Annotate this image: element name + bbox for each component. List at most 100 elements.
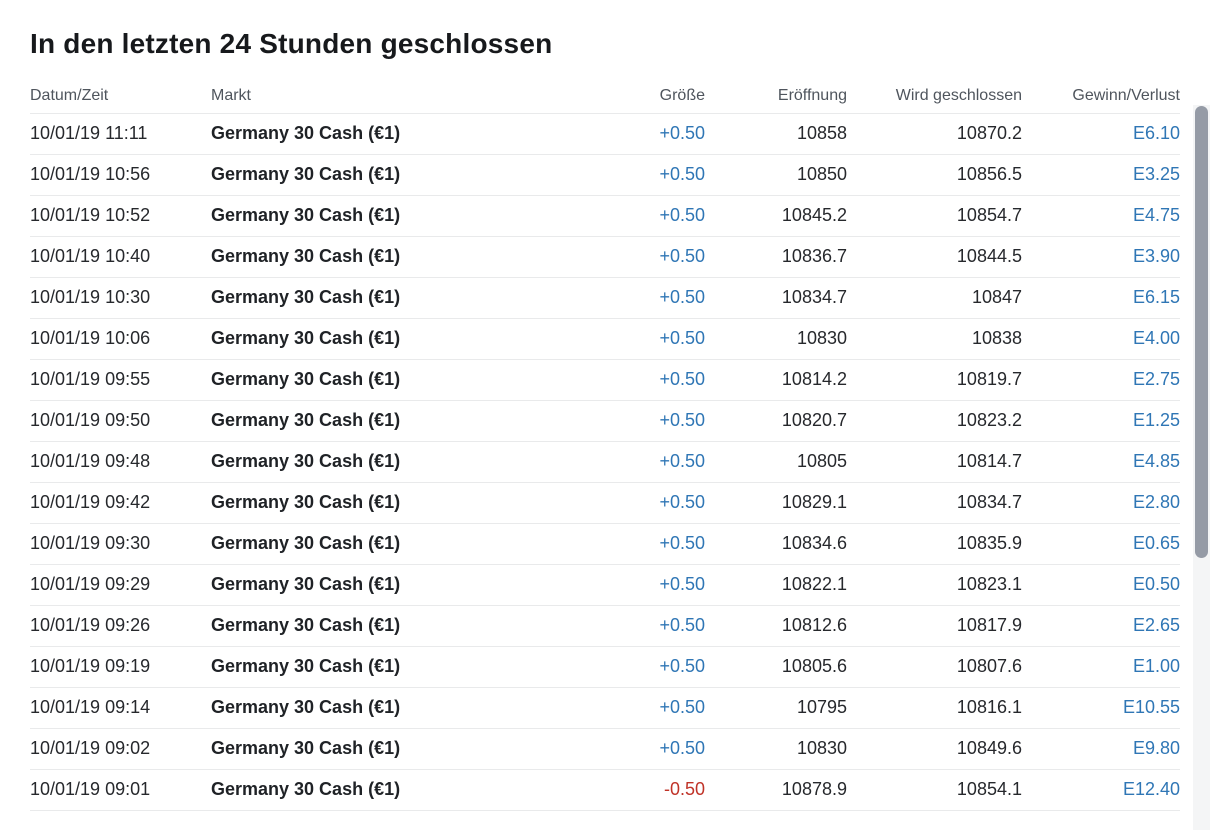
cell-profit-loss: E9.80 [1022,728,1180,770]
cell-profit-loss: E2.75 [1022,359,1180,401]
cell-open: 10850 [705,154,847,196]
cell-close: 10819.7 [847,359,1022,401]
cell-open: 10812.6 [705,605,847,647]
cell-open: 10834.7 [705,277,847,319]
col-header-open: Eröffnung [705,62,847,114]
cell-datetime: 10/01/19 10:56 [30,154,211,196]
table-row: 10/01/19 09:42 Germany 30 Cash (€1) +0.5… [30,482,1180,524]
cell-size: +0.50 [471,154,705,196]
cell-close: 10870.2 [847,113,1022,155]
cell-open: 10830 [705,318,847,360]
cell-profit-loss: E4.75 [1022,195,1180,237]
cell-datetime: 10/01/19 09:30 [30,523,211,565]
col-header-datetime: Datum/Zeit [30,62,211,114]
cell-datetime: 10/01/19 09:02 [30,728,211,770]
cell-datetime: 10/01/19 09:26 [30,605,211,647]
cell-open: 10805.6 [705,646,847,688]
cell-size: +0.50 [471,605,705,647]
cell-profit-loss: E10.55 [1022,687,1180,729]
cell-market: Germany 30 Cash (€1) [211,728,471,770]
cell-profit-loss: E1.00 [1022,646,1180,688]
cell-market: Germany 30 Cash (€1) [211,769,471,811]
cell-datetime: 10/01/19 09:01 [30,769,211,811]
cell-size: -0.50 [471,769,705,811]
cell-close: 10854.1 [847,769,1022,811]
cell-datetime: 10/01/19 10:40 [30,236,211,278]
cell-datetime: 10/01/19 09:50 [30,400,211,442]
cell-size: +0.50 [471,728,705,770]
cell-size: +0.50 [471,400,705,442]
cell-datetime: 10/01/19 09:29 [30,564,211,606]
cell-open: 10805 [705,441,847,483]
cell-datetime: 10/01/19 11:11 [30,113,211,155]
cell-close: 10844.5 [847,236,1022,278]
table-row: 10/01/19 09:48 Germany 30 Cash (€1) +0.5… [30,441,1180,483]
table-header-row: Datum/Zeit Markt Größe Eröffnung Wird ge… [30,62,1180,114]
table-row: 10/01/19 10:06 Germany 30 Cash (€1) +0.5… [30,318,1180,360]
cell-datetime: 10/01/19 09:48 [30,441,211,483]
cell-close: 10854.7 [847,195,1022,237]
cell-open: 10822.1 [705,564,847,606]
cell-open: 10834.6 [705,523,847,565]
cell-profit-loss: E2.80 [1022,482,1180,524]
cell-open: 10820.7 [705,400,847,442]
cell-datetime: 10/01/19 10:52 [30,195,211,237]
cell-datetime: 10/01/19 09:14 [30,687,211,729]
cell-datetime: 10/01/19 09:19 [30,646,211,688]
cell-size: +0.50 [471,236,705,278]
table-row: 10/01/19 11:11 Germany 30 Cash (€1) +0.5… [30,113,1180,155]
cell-profit-loss: E3.90 [1022,236,1180,278]
cell-size: +0.50 [471,523,705,565]
scrollbar-track[interactable] [1193,105,1210,830]
cell-close: 10816.1 [847,687,1022,729]
cell-open: 10836.7 [705,236,847,278]
cell-open: 10845.2 [705,195,847,237]
cell-market: Germany 30 Cash (€1) [211,605,471,647]
cell-market: Germany 30 Cash (€1) [211,523,471,565]
cell-close: 10817.9 [847,605,1022,647]
cell-size: +0.50 [471,113,705,155]
table-row: 10/01/19 09:19 Germany 30 Cash (€1) +0.5… [30,646,1180,688]
cell-close: 10823.1 [847,564,1022,606]
cell-market: Germany 30 Cash (€1) [211,318,471,360]
cell-profit-loss: E4.00 [1022,318,1180,360]
cell-close: 10835.9 [847,523,1022,565]
table-row: 10/01/19 09:14 Germany 30 Cash (€1) +0.5… [30,687,1180,729]
table-row: 10/01/19 09:01 Germany 30 Cash (€1) -0.5… [30,769,1180,811]
cell-close: 10807.6 [847,646,1022,688]
table-row: 10/01/19 10:52 Germany 30 Cash (€1) +0.5… [30,195,1180,237]
cell-market: Germany 30 Cash (€1) [211,277,471,319]
cell-market: Germany 30 Cash (€1) [211,359,471,401]
cell-close: 10847 [847,277,1022,319]
cell-size: +0.50 [471,277,705,319]
cell-size: +0.50 [471,687,705,729]
cell-profit-loss: E3.25 [1022,154,1180,196]
cell-size: +0.50 [471,441,705,483]
table-row: 10/01/19 09:30 Germany 30 Cash (€1) +0.5… [30,523,1180,565]
cell-size: +0.50 [471,646,705,688]
cell-market: Germany 30 Cash (€1) [211,195,471,237]
cell-market: Germany 30 Cash (€1) [211,646,471,688]
cell-open: 10830 [705,728,847,770]
cell-close: 10814.7 [847,441,1022,483]
cell-profit-loss: E4.85 [1022,441,1180,483]
col-header-market: Markt [211,62,471,114]
cell-profit-loss: E6.15 [1022,277,1180,319]
cell-size: +0.50 [471,564,705,606]
cell-size: +0.50 [471,318,705,360]
cell-datetime: 10/01/19 09:42 [30,482,211,524]
cell-close: 10823.2 [847,400,1022,442]
table-row: 10/01/19 09:55 Germany 30 Cash (€1) +0.5… [30,359,1180,401]
cell-datetime: 10/01/19 10:06 [30,318,211,360]
cell-size: +0.50 [471,195,705,237]
cell-close: 10849.6 [847,728,1022,770]
scrollbar-thumb[interactable] [1195,106,1208,558]
cell-open: 10878.9 [705,769,847,811]
cell-open: 10858 [705,113,847,155]
cell-market: Germany 30 Cash (€1) [211,564,471,606]
table-row: 10/01/19 10:40 Germany 30 Cash (€1) +0.5… [30,236,1180,278]
cell-close: 10838 [847,318,1022,360]
table-row: 10/01/19 09:50 Germany 30 Cash (€1) +0.5… [30,400,1180,442]
table-row: 10/01/19 10:56 Germany 30 Cash (€1) +0.5… [30,154,1180,196]
